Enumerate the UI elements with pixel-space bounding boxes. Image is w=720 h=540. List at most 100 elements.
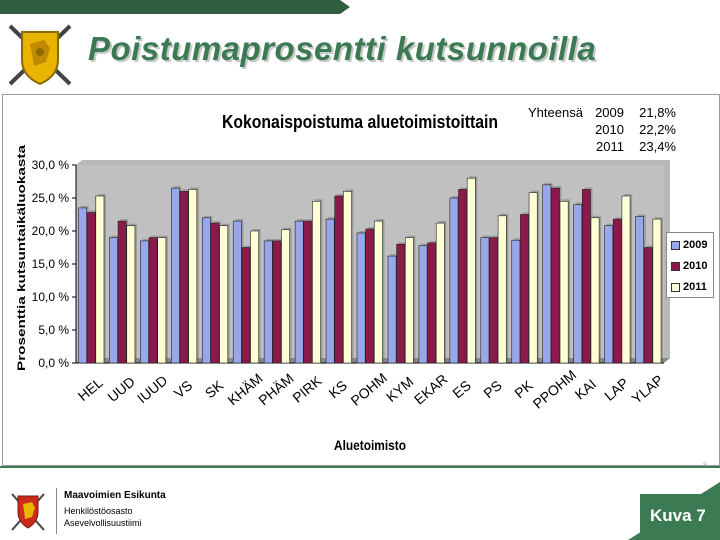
bar [126, 225, 136, 364]
totals-year: 2011 [596, 139, 624, 154]
totals-value: 21,8% [639, 105, 676, 120]
y-tick-label: 10,0 % [32, 290, 70, 304]
legend-label-2009: 2009 [683, 239, 708, 251]
x-tick-label: EKAR [411, 371, 450, 408]
legend-label-2010: 2010 [683, 260, 708, 272]
bar [643, 247, 653, 364]
slide-title: Poistumaprosentti kutsunnoilla [88, 30, 597, 67]
bar [489, 237, 498, 364]
bar [520, 214, 529, 364]
bar [612, 218, 622, 364]
bar [241, 247, 251, 364]
bar [396, 243, 406, 364]
bar [404, 237, 414, 364]
bar [435, 222, 445, 364]
x-tick-label: VS [171, 377, 196, 401]
x-tick-label: KYM [383, 373, 417, 405]
x-tick-label: UUD [104, 373, 138, 405]
bar [86, 212, 96, 364]
legend-swatch-2010 [671, 261, 680, 271]
bar [334, 195, 344, 364]
x-tick-label: HEL [75, 374, 106, 404]
bar [294, 220, 304, 364]
totals-row-2010: 2010 22,2% [528, 121, 676, 138]
bar [573, 204, 583, 364]
bar [559, 201, 569, 364]
legend-item-2011: 2011 [671, 277, 707, 297]
totals-box: Yhteensä 2009 21,8% 2010 22,2% 2011 23,4… [528, 104, 676, 155]
y-tick-label: 5,0 % [38, 323, 69, 337]
bar [179, 191, 189, 364]
y-tick-label: 30,0 % [32, 158, 70, 172]
bar [590, 217, 600, 364]
bar [250, 230, 260, 364]
totals-value: 23,4% [639, 139, 676, 154]
bar [312, 201, 321, 364]
bar [117, 220, 127, 364]
y-tick-label: 0,0 % [38, 356, 69, 370]
army-crest-icon [8, 24, 72, 86]
footer-divider [0, 466, 720, 468]
bar [171, 187, 180, 364]
bar [201, 217, 211, 364]
bar [581, 189, 591, 364]
bar [449, 197, 459, 364]
bar [188, 189, 198, 364]
bar [232, 220, 242, 364]
bar [157, 237, 167, 364]
totals-year: 2009 [595, 105, 624, 120]
y-axis-title: Prosenttia kutsuntaikäluokasta [16, 144, 28, 371]
x-tick-label: KS [326, 377, 351, 401]
bar [528, 192, 538, 364]
bar [466, 177, 476, 364]
legend-swatch-2011 [671, 282, 680, 292]
totals-row-2011: 2011 23,4% [528, 138, 676, 155]
x-tick-label: IUUD [134, 372, 171, 406]
bar [374, 220, 383, 364]
chart-title: Kokonaispoistuma aluetoimistoittain [222, 112, 498, 132]
bar [365, 228, 375, 364]
y-tick-label: 20,0 % [32, 224, 70, 238]
bar [387, 255, 397, 364]
totals-label: Yhteensä [528, 105, 583, 120]
x-tick-label: KHÄM [224, 370, 265, 408]
legend-swatch-2009 [671, 240, 680, 250]
bar [303, 220, 313, 364]
y-tick-label: 15,0 % [32, 257, 70, 271]
bar [604, 225, 614, 364]
top-accent-bar [0, 0, 340, 14]
bar [272, 240, 282, 364]
bar-chart: 0,0 % 5,0 % 10,0 % 15,0 % 20,0 % 25,0 % 30,0 %… [16, 112, 670, 453]
bar [148, 237, 158, 364]
bar [78, 207, 87, 364]
bar [511, 239, 521, 364]
y-tick-label: 25,0 % [32, 191, 70, 205]
unit-name: Asevelvollisuustiimi [64, 518, 142, 528]
totals-row-2009: Yhteensä 2009 21,8% [528, 104, 676, 121]
bar [458, 189, 467, 364]
bar [325, 218, 335, 364]
legend-label-2011: 2011 [683, 281, 707, 293]
footer-separator [56, 488, 57, 534]
bar [281, 229, 290, 364]
x-tick-label: POHM [348, 370, 390, 409]
figure-label-background [628, 482, 720, 540]
top-accent-arrow [340, 0, 350, 14]
bar [210, 222, 220, 364]
bar [635, 216, 644, 364]
chart-legend: 2009 2010 2011 [666, 232, 714, 298]
bar [621, 195, 631, 364]
department-name: Henkilöstöosasto [64, 506, 133, 516]
bar [418, 245, 428, 364]
x-tick-label: PS [480, 377, 505, 401]
x-axis-title: Aluetoimisto [334, 437, 406, 453]
bar [551, 187, 560, 364]
figure-label: Kuva 7 [650, 506, 706, 525]
organization-name: Maavoimien Esikunta [64, 490, 166, 501]
bar [497, 215, 507, 364]
footer-crest-icon [11, 493, 45, 531]
bar [652, 218, 662, 364]
bar [219, 225, 229, 364]
totals-year: 2010 [595, 122, 624, 137]
